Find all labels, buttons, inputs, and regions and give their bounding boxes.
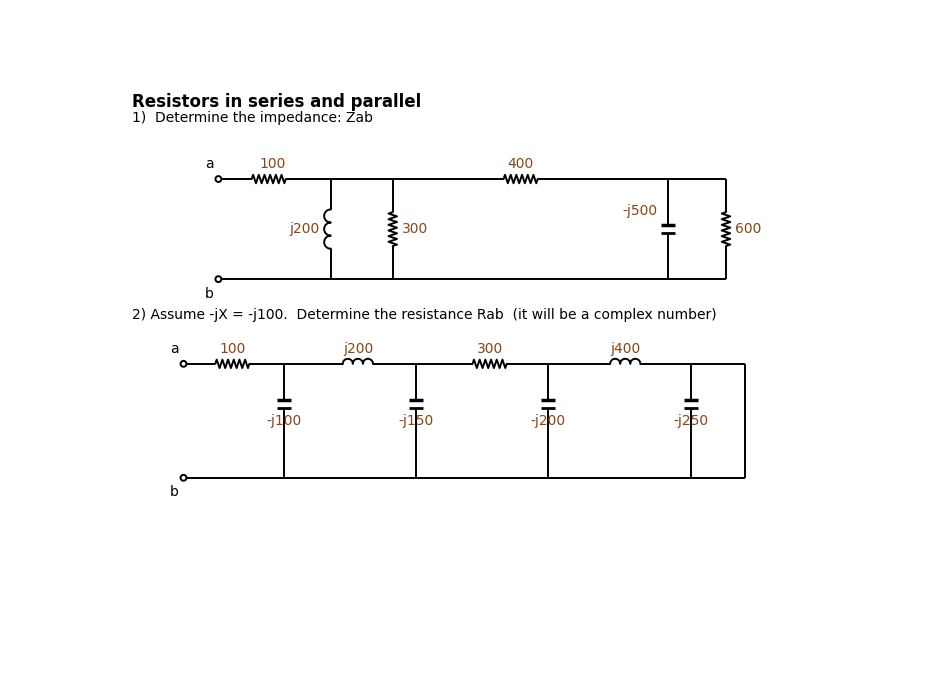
Text: -j150: -j150 (398, 414, 434, 428)
Text: b: b (170, 485, 179, 500)
Text: j200: j200 (343, 342, 373, 356)
Text: 100: 100 (260, 157, 286, 171)
Text: -j250: -j250 (674, 414, 709, 428)
Text: Resistors in series and parallel: Resistors in series and parallel (132, 93, 421, 111)
Text: j200: j200 (290, 222, 320, 236)
Text: b: b (205, 287, 214, 301)
Text: 2) Assume -jX = -j100.  Determine the resistance Rab  (it will be a complex numb: 2) Assume -jX = -j100. Determine the res… (132, 309, 716, 322)
Text: -j100: -j100 (266, 414, 302, 428)
Text: -j200: -j200 (530, 414, 566, 428)
Text: -j500: -j500 (622, 204, 657, 218)
Text: 100: 100 (219, 342, 246, 356)
Text: j400: j400 (610, 342, 641, 356)
Text: 1)  Determine the impedance: Zab: 1) Determine the impedance: Zab (132, 111, 373, 125)
Text: a: a (205, 157, 214, 171)
Text: 300: 300 (402, 222, 428, 236)
Text: a: a (170, 342, 179, 356)
Text: 400: 400 (507, 157, 534, 171)
Text: 300: 300 (476, 342, 502, 356)
Text: 600: 600 (735, 222, 761, 236)
